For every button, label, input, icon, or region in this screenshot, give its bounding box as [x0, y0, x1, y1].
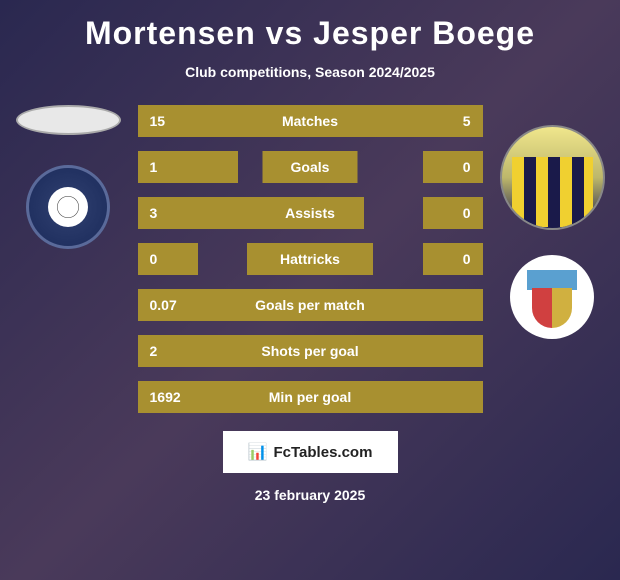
- stat-row: 2 Shots per goal: [138, 335, 483, 367]
- chart-icon: 📊: [248, 442, 268, 462]
- stat-label: Matches: [251, 105, 369, 137]
- stat-row: 3Assists 0: [138, 197, 483, 229]
- brand-label: FcTables.com: [274, 444, 373, 461]
- soccer-ball-icon: [50, 189, 86, 225]
- stat-bar-right: 5: [363, 105, 483, 137]
- stat-label: Goals: [263, 151, 358, 183]
- stat-bar-single: 2 Shots per goal: [138, 335, 483, 367]
- stat-row: 0 Hattricks 0: [138, 243, 483, 275]
- stat-row: 1 Goals 0: [138, 151, 483, 183]
- castle-icon: [527, 270, 577, 325]
- stat-bar-left: 3: [138, 197, 256, 229]
- stat-value-left: 1692: [150, 389, 181, 405]
- left-column: [8, 105, 128, 249]
- stat-bar-left: 0: [138, 243, 198, 275]
- player2-avatar: [500, 125, 605, 230]
- stat-label: Hattricks: [247, 243, 373, 275]
- player1-avatar: [16, 105, 121, 135]
- stat-label: Min per goal: [269, 389, 351, 405]
- date-text: 23 february 2025: [255, 487, 366, 503]
- stat-bar-right: 0: [423, 151, 483, 183]
- main-area: 15Matches5 1 Goals 0 3Assists 0 0 Hattricks 0 0.0…: [0, 105, 620, 413]
- stat-bar-single: 0.07 Goals per match: [138, 289, 483, 321]
- subtitle: Club competitions, Season 2024/2025: [185, 64, 435, 80]
- fctables-badge[interactable]: 📊 FcTables.com: [223, 431, 398, 473]
- stat-label: Assists: [256, 197, 364, 229]
- stat-row: 0.07 Goals per match: [138, 289, 483, 321]
- club1-badge: [26, 165, 110, 249]
- stat-value-left: 2: [150, 343, 158, 359]
- stat-bar-single: 1692 Min per goal: [138, 381, 483, 413]
- stat-label: Shots per goal: [261, 343, 358, 359]
- stat-bar-right: 0: [423, 197, 483, 229]
- right-column: [492, 125, 612, 339]
- stat-row: 15Matches5: [138, 105, 483, 137]
- jersey-icon: [512, 157, 593, 227]
- stat-label: Goals per match: [255, 297, 365, 313]
- stat-value-left: 0.07: [150, 297, 177, 313]
- stat-bar-left: 1: [138, 151, 238, 183]
- footer: 📊 FcTables.com 23 february 2025: [223, 431, 398, 503]
- stats-container: 15Matches5 1 Goals 0 3Assists 0 0 Hattricks 0 0.0…: [138, 105, 483, 413]
- page-title: Mortensen vs Jesper Boege: [85, 15, 535, 52]
- club2-badge: [510, 255, 594, 339]
- stat-bar-right: 0: [423, 243, 483, 275]
- stat-row: 1692 Min per goal: [138, 381, 483, 413]
